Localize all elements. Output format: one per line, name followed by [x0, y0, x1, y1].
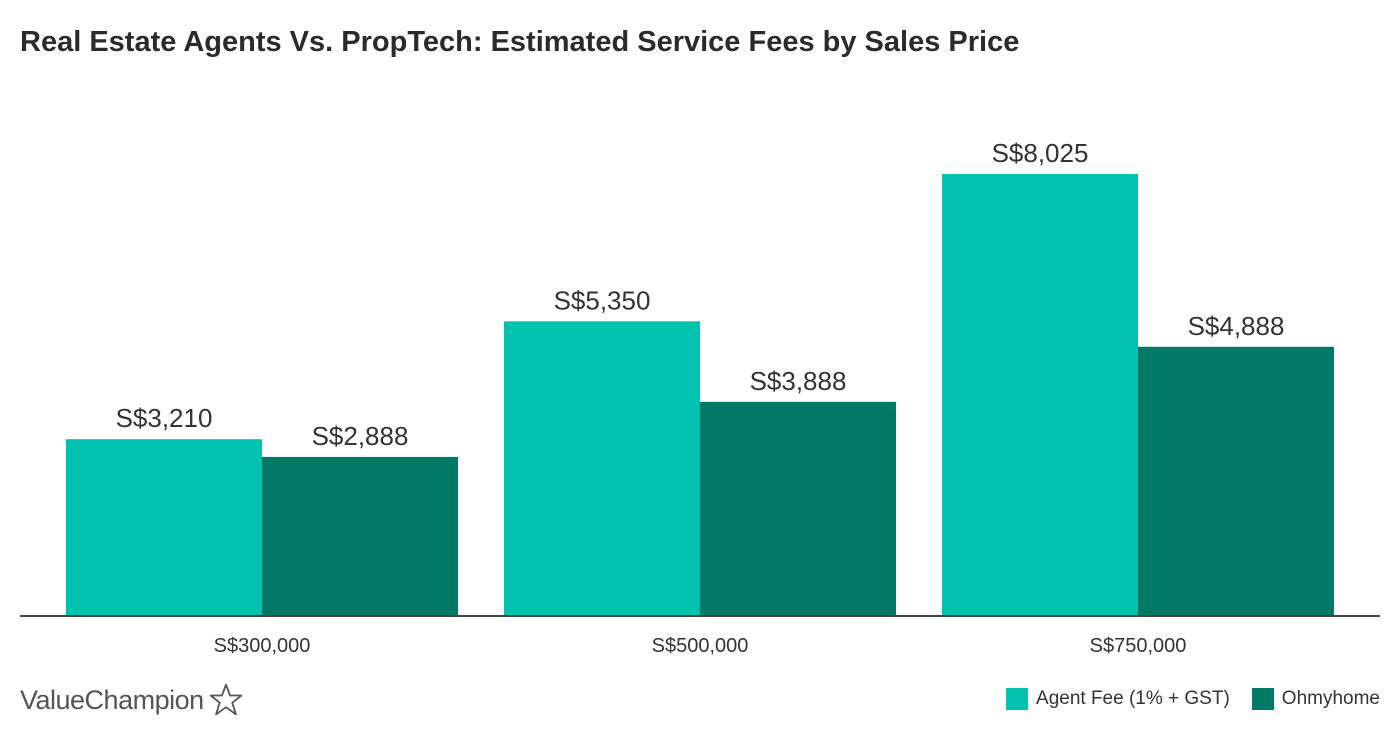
legend-item-ohmyhome: Ohmyhome	[1251, 688, 1380, 710]
x-tick-label: S$750,000	[1090, 635, 1187, 657]
data-label: S$5,350	[554, 285, 651, 315]
data-label: S$8,025	[992, 138, 1089, 168]
star-outline-icon	[209, 683, 242, 716]
bar-ohmyhome-1	[700, 401, 896, 616]
data-label: S$3,210	[116, 403, 213, 433]
data-label: S$4,888	[1188, 311, 1285, 341]
bar-ohmyhome-2	[1138, 346, 1334, 616]
data-label: S$2,888	[312, 421, 409, 451]
bar-ohmyhome-0	[262, 456, 458, 616]
x-tick-label: S$300,000	[214, 635, 311, 657]
bar-chart: S$3,210 S$2,888 S$300,000 S$5,350 S$3,888 S$5…	[20, 138, 1380, 657]
x-tick-label: S$500,000	[652, 635, 749, 657]
legend: Agent Fee (1% + GST) Ohmyhome	[984, 688, 1380, 710]
chart-title: Real Estate Agents Vs. PropTech: Estimat…	[20, 26, 1020, 58]
data-label: S$3,888	[750, 366, 847, 396]
bar-agent-fee-2	[942, 174, 1138, 616]
legend-label-agent-fee: Agent Fee (1% + GST)	[1036, 688, 1230, 709]
bar-agent-fee-0	[66, 439, 262, 616]
legend-swatch-agent-fee	[1006, 688, 1029, 710]
legend-swatch-ohmyhome	[1251, 688, 1274, 710]
legend-label-ohmyhome: Ohmyhome	[1281, 688, 1380, 709]
brand-name: ValueChampion	[20, 684, 204, 715]
legend-item-agent-fee: Agent Fee (1% + GST)	[1006, 688, 1230, 710]
bar-agent-fee-1	[504, 321, 700, 616]
brand-logo: ValueChampion	[20, 680, 244, 720]
